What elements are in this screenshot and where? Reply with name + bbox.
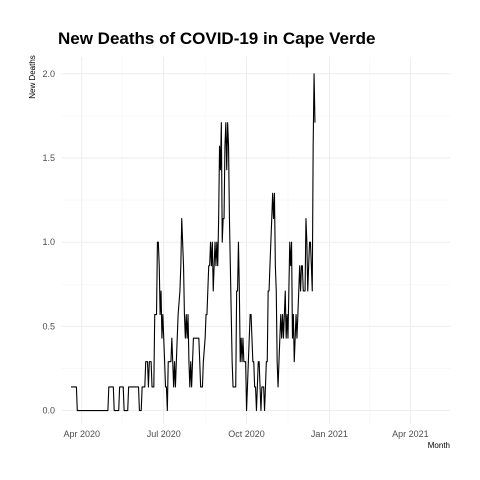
x-tick-label: Apr 2021: [392, 429, 429, 439]
y-tick-label: 1.5: [42, 153, 55, 163]
x-axis-ticks: Apr 2020 Jul 2020 Oct 2020 Jan 2021 Apr 2021: [64, 429, 429, 439]
y-tick-label: 1.0: [42, 237, 55, 247]
x-tick-label: Apr 2020: [64, 429, 101, 439]
x-tick-label: Jul 2020: [147, 429, 181, 439]
x-axis-title: Month: [428, 441, 450, 450]
series-group: [71, 73, 316, 412]
y-axis-ticks: 0.0 0.5 1.0 1.5 2.0: [42, 69, 55, 416]
y-tick-label: 0.5: [42, 321, 55, 331]
chart-title: New Deaths of COVID-19 in Cape Verde: [58, 29, 375, 48]
y-axis-title: New Deaths: [28, 55, 37, 99]
series-line-new-deaths: [71, 73, 316, 412]
x-tick-label: Jan 2021: [311, 429, 348, 439]
y-tick-label: 2.0: [42, 69, 55, 79]
plot-grid: [62, 57, 450, 424]
y-tick-label: 0.0: [42, 406, 55, 416]
x-tick-label: Oct 2020: [228, 429, 265, 439]
